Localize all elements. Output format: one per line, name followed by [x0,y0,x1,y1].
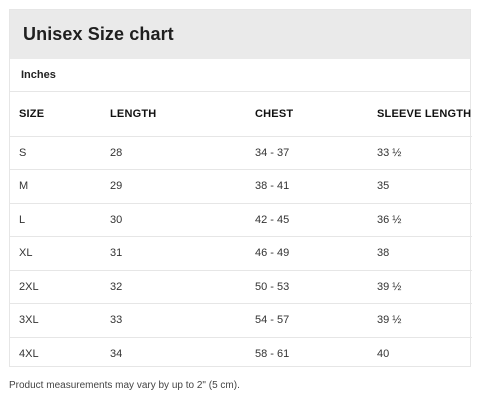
cell-sleeve-length: 36 ½ [368,203,472,237]
unit-label: Inches [21,69,56,81]
cell-length: 29 [101,169,246,204]
table-row: 3XL 33 54 - 57 39 ½ [10,303,472,338]
cell-chest: 46 - 49 [246,236,368,271]
table-row: XL 31 46 - 49 38 [10,236,472,271]
cell-chest: 54 - 57 [246,303,368,338]
column-header-size: SIZE [10,92,101,137]
cell-sleeve-length: 38 [368,236,472,271]
cell-sleeve-length: 39 ½ [368,303,472,338]
cell-length: 31 [101,236,246,271]
table-row: L 30 42 - 45 36 ½ [10,203,472,237]
table-row: 4XL 34 58 - 61 40 [10,337,472,371]
cell-size: 2XL [10,270,101,304]
cell-size: 3XL [10,303,101,338]
unit-row: Inches [10,59,470,92]
cell-sleeve-length: 35 [368,169,472,204]
cell-chest: 50 - 53 [246,270,368,304]
table-header-row: SIZE LENGTH CHEST SLEEVE LENGTH [10,92,472,137]
cell-chest: 38 - 41 [246,169,368,204]
cell-sleeve-length: 39 ½ [368,270,472,304]
cell-chest: 58 - 61 [255,348,290,360]
cell-length: 28 [101,136,246,170]
cell-length: 34 [110,348,123,360]
column-header-length: LENGTH [101,92,246,137]
cell-length: 32 [101,270,246,304]
title-bar: Unisex Size chart [10,10,470,59]
cell-length: 33 [101,303,246,338]
cell-chest: 42 - 45 [246,203,368,237]
cell-sleeve-length: 33 ½ [368,136,472,170]
cell-size: M [10,169,101,204]
measurement-footnote: Product measurements may vary by up to 2… [9,380,240,391]
cell-size: S [10,136,101,170]
table-row: 2XL 32 50 - 53 39 ½ [10,270,472,304]
table-row: M 29 38 - 41 35 [10,169,472,204]
page-title: Unisex Size chart [23,24,174,44]
cell-size: L [10,203,101,237]
table-row: S 28 34 - 37 33 ½ [10,136,472,170]
cell-size: 4XL [19,348,39,360]
cell-chest: 34 - 37 [246,136,368,170]
cell-size: XL [10,236,101,271]
size-chart-card: Unisex Size chart Inches SIZE LENGTH CHE… [9,9,472,367]
column-header-chest: CHEST [246,92,368,137]
cell-length: 30 [101,203,246,237]
size-table: SIZE LENGTH CHEST SLEEVE LENGTH S 28 34 … [10,92,472,371]
cell-sleeve-length: 40 [377,348,390,360]
column-header-sleeve-length: SLEEVE LENGTH [368,92,472,137]
